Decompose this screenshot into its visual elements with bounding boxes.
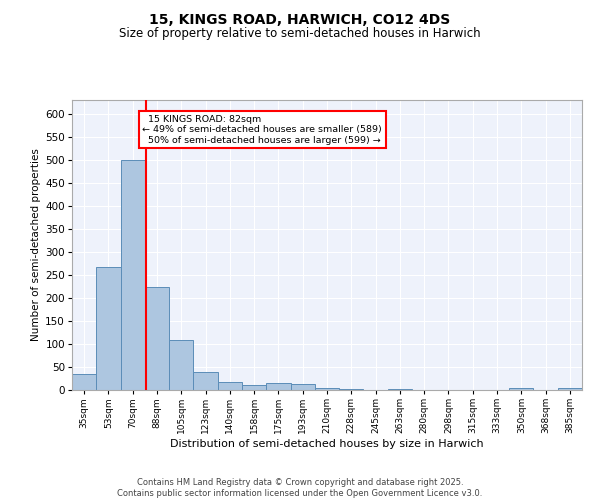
Text: 15, KINGS ROAD, HARWICH, CO12 4DS: 15, KINGS ROAD, HARWICH, CO12 4DS xyxy=(149,12,451,26)
Bar xyxy=(266,382,290,390)
Bar xyxy=(558,388,582,390)
Bar xyxy=(290,384,315,390)
Bar xyxy=(242,386,266,390)
Bar xyxy=(218,382,242,390)
Text: Size of property relative to semi-detached houses in Harwich: Size of property relative to semi-detach… xyxy=(119,28,481,40)
Bar xyxy=(339,389,364,390)
Bar xyxy=(145,287,169,390)
Bar xyxy=(72,374,96,390)
Text: Contains HM Land Registry data © Crown copyright and database right 2025.
Contai: Contains HM Land Registry data © Crown c… xyxy=(118,478,482,498)
Bar xyxy=(315,388,339,390)
Bar xyxy=(509,388,533,390)
X-axis label: Distribution of semi-detached houses by size in Harwich: Distribution of semi-detached houses by … xyxy=(170,439,484,449)
Bar xyxy=(193,372,218,390)
Bar xyxy=(96,266,121,390)
Text: 15 KINGS ROAD: 82sqm  
← 49% of semi-detached houses are smaller (589)
  50% of : 15 KINGS ROAD: 82sqm ← 49% of semi-detac… xyxy=(142,114,382,144)
Bar xyxy=(388,388,412,390)
Bar xyxy=(121,160,145,390)
Y-axis label: Number of semi-detached properties: Number of semi-detached properties xyxy=(31,148,41,342)
Bar xyxy=(169,340,193,390)
